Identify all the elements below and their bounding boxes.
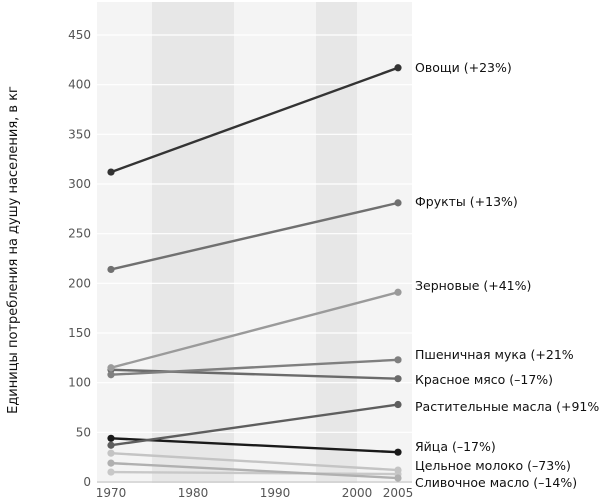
series-line: [107, 434, 402, 456]
y-tick-label: 200: [68, 276, 91, 290]
x-tick-label: 2000: [342, 486, 373, 500]
series-label: Пшеничная мука (+21%: [415, 347, 574, 362]
series-line: [107, 459, 402, 482]
data-point: [107, 371, 115, 379]
series-lines: [107, 64, 402, 482]
x-tick-label: 1980: [178, 486, 209, 500]
data-point: [394, 356, 402, 364]
plot-background: [97, 2, 412, 483]
series-line: [107, 449, 402, 474]
y-tick-label: 300: [68, 177, 91, 191]
y-tick-label: 150: [68, 326, 91, 340]
series-path: [109, 403, 400, 447]
series-path: [109, 461, 400, 480]
data-point: [107, 468, 115, 476]
data-point: [107, 459, 115, 467]
gridlines: [97, 34, 412, 483]
data-point: [394, 199, 402, 207]
data-point: [394, 288, 402, 296]
series-label: Яйца (–17%): [415, 439, 496, 454]
data-point: [394, 474, 402, 482]
series-line: [107, 288, 402, 372]
data-point: [107, 449, 115, 457]
series-path: [109, 201, 400, 271]
y-tick-label: 250: [68, 227, 91, 241]
data-point: [107, 364, 115, 372]
series-path: [109, 66, 400, 174]
background-band: [316, 2, 357, 483]
series-label: Овощи (+23%): [415, 60, 512, 75]
series-line: [107, 199, 402, 274]
series-label: Фрукты (+13%): [415, 194, 518, 209]
series-path: [109, 358, 400, 376]
series-label: Цельное молоко (–73%): [415, 458, 571, 473]
y-tick-label: 350: [68, 127, 91, 141]
series-path: [109, 451, 400, 472]
data-point: [107, 434, 115, 442]
series-label: Красное мясо (–17%): [415, 372, 553, 387]
y-tick-label: 50: [76, 425, 91, 439]
x-axis-ticks: 1970 1980 1990 2000 2005: [96, 486, 414, 500]
data-point: [394, 448, 402, 456]
data-point: [107, 168, 115, 176]
series-path: [109, 437, 400, 454]
background-band: [152, 2, 234, 483]
x-tick-label: 1970: [96, 486, 127, 500]
y-axis-ticks: 0 50 100 150 200 250 300 350 400 450: [68, 28, 91, 489]
x-tick-label: 2005: [383, 486, 414, 500]
series-path: [109, 291, 400, 369]
y-tick-label: 100: [68, 376, 91, 390]
background-bands: [97, 2, 412, 483]
y-tick-label: 450: [68, 28, 91, 42]
series-line: [107, 356, 402, 379]
y-axis-label: Единицы потребления на душу населения, в…: [6, 86, 21, 414]
series-label: Зерновые (+41%): [415, 278, 531, 293]
data-point: [394, 375, 402, 383]
data-point: [107, 441, 115, 449]
data-point: [107, 265, 115, 274]
data-point: [394, 466, 402, 474]
series-labels: Овощи (+23%) Фрукты (+13%) Зерновые (+41%)…: [415, 60, 600, 490]
series-line: [107, 64, 402, 176]
data-point: [394, 400, 402, 409]
x-tick-label: 1990: [260, 486, 291, 500]
series-line: [107, 400, 402, 449]
data-point: [394, 64, 402, 72]
series-label: Сливочное масло (–14%): [415, 475, 577, 490]
series-path: [109, 470, 400, 476]
y-tick-label: 0: [83, 475, 91, 489]
y-tick-label: 400: [68, 78, 91, 92]
series-label: Растительные масла (+91%): [415, 399, 600, 414]
